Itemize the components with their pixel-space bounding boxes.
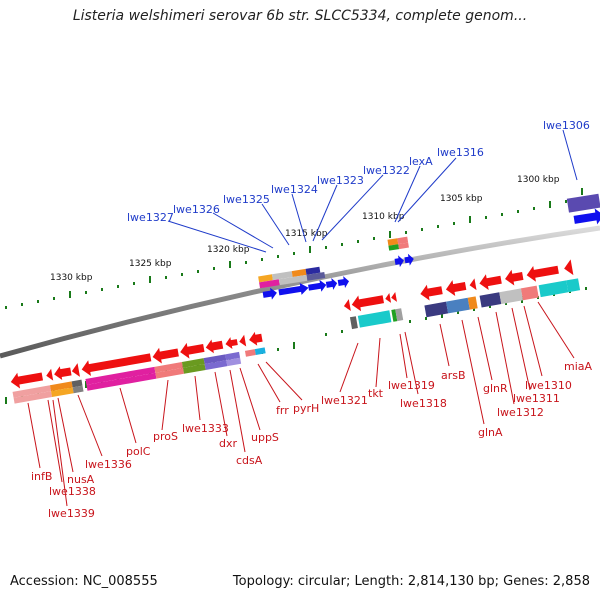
gene-label: lwe1338	[49, 485, 96, 498]
forward-genes-cluster-1	[258, 266, 350, 300]
gene-label: lexA	[409, 155, 433, 168]
gene-label: polC	[126, 445, 151, 458]
kbp-label: 1315 kbp	[285, 229, 328, 239]
gene-label: lwe1322	[363, 164, 410, 177]
gene-label: lwe1324	[271, 183, 318, 196]
kbp-label: 1325 kbp	[129, 259, 172, 269]
top-label-leaders	[167, 129, 578, 253]
map-title: Listeria welshimeri serovar 6b str. SLCC…	[72, 8, 528, 24]
gene-label: lwe1311	[513, 392, 560, 405]
gene-label: proS	[153, 430, 178, 443]
kbp-label: 1320 kbp	[207, 245, 250, 255]
kbp-label: 1330 kbp	[50, 273, 93, 283]
accession-text: Accession: NC_008555	[10, 574, 158, 589]
gene-label: infB	[31, 470, 52, 483]
gene-label: lwe1323	[317, 174, 364, 187]
gene-label: lwe1319	[388, 379, 435, 392]
reverse-genes-cluster-3	[420, 259, 581, 318]
gene-label: glnR	[483, 382, 508, 395]
forward-genes-cluster-2	[387, 236, 414, 268]
gene-label: lwe1327	[127, 211, 174, 224]
top-gene-labels: lwe1327 lwe1326 lwe1325 lwe1324 lwe1323 …	[127, 119, 590, 224]
tick-track-upper	[5, 188, 583, 309]
gene-label: dxr	[219, 437, 237, 450]
gene-label: lwe1325	[223, 193, 270, 206]
gene-label: lwe1333	[182, 422, 229, 435]
gene-label: lwe1326	[173, 203, 220, 216]
gene-label: lwe1321	[321, 394, 368, 407]
bottom-gene-labels: infB lwe1338 lwe1339 nusA lwe1336 polC p…	[31, 360, 593, 520]
gene-label: arsB	[441, 369, 466, 382]
gene-label: lwe1336	[85, 458, 132, 471]
gene-label: lwe1339	[48, 507, 95, 520]
gene-label: nusA	[67, 473, 95, 486]
forward-genes-cluster-3	[566, 193, 600, 225]
reverse-genes-cluster-2	[343, 292, 404, 330]
kbp-label: 1305 kbp	[440, 194, 483, 204]
gene-label: miaA	[564, 360, 593, 373]
gene-label: lwe1316	[437, 146, 484, 159]
genome-backbone	[0, 225, 600, 359]
gene-label: lwe1306	[543, 119, 590, 132]
kbp-label: 1300 kbp	[517, 175, 560, 185]
gene-label: lwe1310	[525, 379, 572, 392]
gene-label: lwe1318	[400, 397, 447, 410]
gene-label: uppS	[251, 431, 279, 444]
genome-summary-text: Topology: circular; Length: 2,814,130 bp…	[232, 574, 590, 589]
gene-label: pyrH	[293, 402, 319, 415]
gene-label: cdsA	[236, 454, 263, 467]
gene-label: tkt	[368, 387, 384, 400]
gene-label: frr	[276, 404, 289, 417]
reverse-genes-cluster-1	[10, 331, 266, 404]
gene-label: glnA	[478, 426, 503, 439]
kbp-axis: 1330 kbp 1325 kbp 1320 kbp 1315 kbp 1310…	[50, 175, 560, 283]
gene-label: lwe1312	[497, 406, 544, 419]
kbp-label: 1310 kbp	[362, 212, 405, 222]
bottom-label-leaders	[27, 301, 575, 507]
